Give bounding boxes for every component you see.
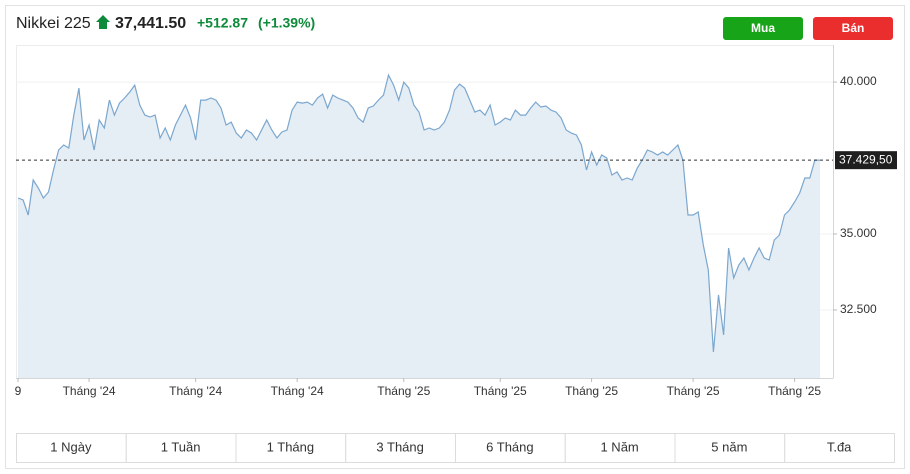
- range-label[interactable]: 1 Tuần: [161, 439, 201, 454]
- x-tick-label: Tháng '25: [667, 384, 720, 398]
- x-tick-label: Tháng '24: [63, 384, 116, 398]
- change-pct: (+1.39%): [258, 15, 315, 31]
- range-button[interactable]: [455, 433, 566, 463]
- line: [17, 73, 821, 352]
- y-tick-label: 32.500: [840, 302, 877, 316]
- range-button[interactable]: [16, 433, 127, 463]
- sell-label[interactable]: Bán: [842, 21, 865, 35]
- range-label[interactable]: 1 Năm: [600, 439, 638, 454]
- x-tick-label: Tháng '25: [377, 384, 430, 398]
- range-button[interactable]: [345, 433, 456, 463]
- range-label[interactable]: 1 Tháng: [267, 439, 314, 454]
- sell-button[interactable]: [813, 17, 893, 40]
- x-tick-label: Tháng '25: [565, 384, 618, 398]
- range-label[interactable]: 1 Ngày: [50, 439, 92, 454]
- range-label[interactable]: T.đa: [827, 439, 852, 454]
- buy-button[interactable]: [723, 17, 803, 40]
- range-button[interactable]: [674, 433, 786, 463]
- range-label[interactable]: 3 Tháng: [376, 439, 423, 454]
- range-label[interactable]: 5 năm: [711, 439, 747, 454]
- range-button[interactable]: [125, 433, 237, 463]
- plot: 32.500 35.000 40.000 9 Tháng '24 Tháng '24 Thá…: [15, 45, 897, 398]
- range-button[interactable]: [784, 433, 895, 463]
- range-label[interactable]: 6 Tháng: [486, 439, 533, 454]
- price: 37,441.50: [115, 15, 186, 32]
- range-bar: 1 Ngày 1 Tuần 1 Tháng 3 Tháng 6 Tháng 1 Năm 5 …: [16, 433, 895, 463]
- last-price-box: [835, 151, 897, 170]
- buy-label[interactable]: Mua: [751, 21, 775, 35]
- symbol: Nikkei 225: [16, 15, 91, 32]
- y-tick-label: 40.000: [840, 74, 877, 88]
- last-price-label: 37.429,50: [839, 152, 893, 166]
- change: +512.87: [197, 15, 248, 31]
- up-arrow: [96, 15, 110, 29]
- area: [18, 75, 820, 378]
- x-tick-label: 9: [15, 384, 22, 398]
- x-tick-label: Tháng '25: [474, 384, 527, 398]
- range-button[interactable]: [564, 433, 676, 463]
- y-tick-label: 35.000: [840, 226, 877, 240]
- x-tick-label: Tháng '24: [271, 384, 324, 398]
- x-tick-label: Tháng '24: [169, 384, 222, 398]
- range-button[interactable]: [235, 433, 347, 463]
- x-tick-label: Tháng '25: [768, 384, 821, 398]
